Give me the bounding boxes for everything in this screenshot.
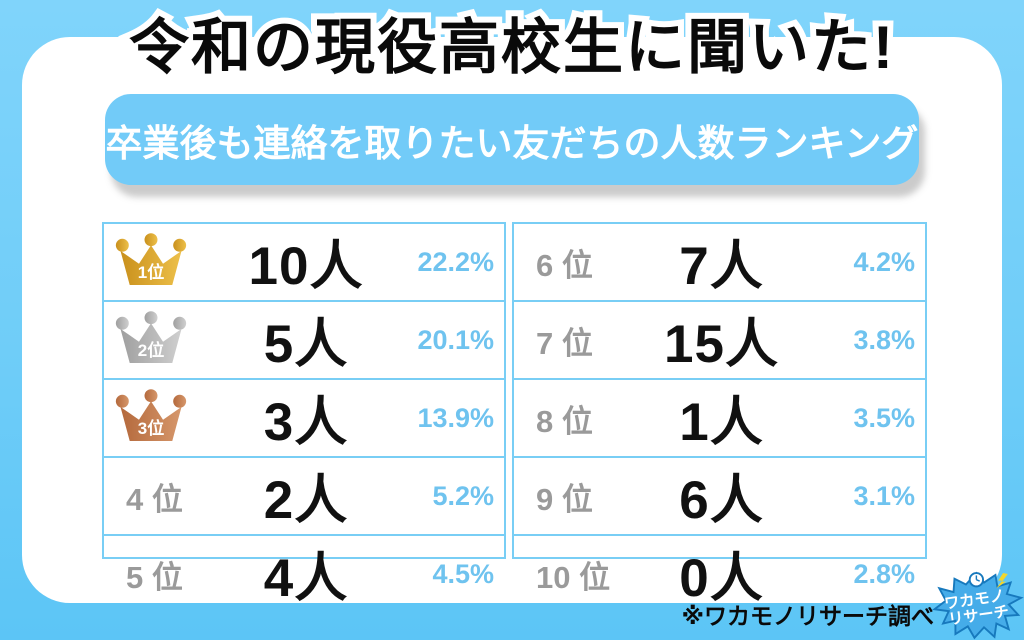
lightning-icon: [996, 573, 1008, 589]
percent-label: 5.2%: [432, 480, 494, 511]
table-row-rank9: 9 位 6人 3.1%: [514, 456, 925, 534]
rank-label: 9 位: [536, 481, 593, 517]
percent-label: 2.8%: [853, 558, 915, 589]
rank-label: 10 位: [536, 559, 611, 595]
table-row-rank2: 2位 5人 20.1%: [104, 300, 504, 378]
value-label: 5人: [263, 315, 349, 374]
rank-cell-9: 9 位: [514, 474, 626, 519]
rank-cell-10: 10 位: [514, 552, 626, 597]
page-title-outline: 令和の現役高校生に聞いた!: [123, 8, 899, 87]
table-row-rank10: 10 位 0人 2.8%: [514, 534, 925, 612]
rank-label: 8 位: [536, 403, 593, 439]
rank-label: 6 位: [536, 247, 593, 283]
rank-cell-8: 8 位: [514, 396, 626, 441]
percent-label: 3.1%: [853, 480, 915, 511]
rank-label: 2位: [137, 341, 165, 360]
table-row-rank4: 4 位 2人 5.2%: [104, 456, 504, 534]
value-label: 15人: [664, 315, 779, 374]
table-row-rank5: 5 位 4人 4.5%: [104, 534, 504, 612]
wakamono-research-logo: ワカモノ リサーチ: [924, 568, 1024, 640]
table-row-rank7: 7 位 15人 3.8%: [514, 300, 925, 378]
percent-label: 22.2%: [417, 246, 494, 277]
ranking-table-left: 1位 10人 22.2% 2位 5人 20.1%: [102, 222, 506, 608]
rank-label: 4 位: [126, 481, 183, 517]
value-label: 6人: [679, 471, 764, 530]
rank-label: 5 位: [126, 559, 183, 595]
subtitle-banner-text: 卒業後も連絡を取りたい友だちの人数ランキング: [105, 122, 919, 164]
ranking-table-right: 6 位 7人 4.2% 7 位 15人 3.8% 8 位 1人 3.5% 9 位…: [512, 222, 927, 608]
value-label: 7人: [679, 237, 764, 296]
table-row-rank6: 6 位 7人 4.2%: [514, 224, 925, 300]
value-label: 3人: [263, 393, 349, 452]
table-row-rank1: 1位 10人 22.2%: [104, 224, 504, 300]
value-label: 4人: [263, 549, 349, 608]
rank-cell-7: 7 位: [514, 318, 626, 363]
value-label: 10人: [248, 237, 364, 296]
table-row-rank3: 3位 3人 13.9%: [104, 378, 504, 456]
source-note: ※ワカモノリサーチ調べ: [681, 603, 934, 629]
rank-cell-2: 2位: [104, 310, 216, 370]
rank-cell-5: 5 位: [104, 552, 216, 597]
bronze-crown-icon: 3位: [114, 388, 194, 448]
value-label: 1人: [679, 393, 764, 452]
rank-cell-3: 3位: [104, 388, 216, 448]
value-label: 2人: [263, 471, 349, 530]
percent-label: 13.9%: [417, 402, 494, 433]
silver-crown-icon: 2位: [114, 310, 194, 370]
gold-crown-icon: 1位: [114, 232, 194, 292]
value-label: 0人: [679, 549, 764, 608]
page-title: 令和の現役高校生に聞いた! 令和の現役高校生に聞いた!: [0, 6, 1024, 92]
percent-label: 4.5%: [432, 558, 494, 589]
percent-label: 3.8%: [853, 324, 915, 355]
rank-cell-4: 4 位: [104, 474, 216, 519]
percent-label: 4.2%: [853, 246, 915, 277]
rank-label: 7 位: [536, 325, 593, 361]
page-title-text: 令和の現役高校生に聞いた!: [129, 14, 895, 81]
percent-label: 20.1%: [417, 324, 494, 355]
subtitle-banner: 卒業後も連絡を取りたい友だちの人数ランキング: [105, 94, 919, 185]
table-row-rank8: 8 位 1人 3.5%: [514, 378, 925, 456]
rank-cell-6: 6 位: [514, 240, 626, 285]
percent-label: 3.5%: [853, 402, 915, 433]
rank-label: 1位: [137, 263, 165, 282]
logo-burst-icon: ワカモノ リサーチ: [932, 571, 1024, 640]
rank-cell-1: 1位: [104, 232, 216, 292]
rank-label: 3位: [137, 419, 165, 438]
